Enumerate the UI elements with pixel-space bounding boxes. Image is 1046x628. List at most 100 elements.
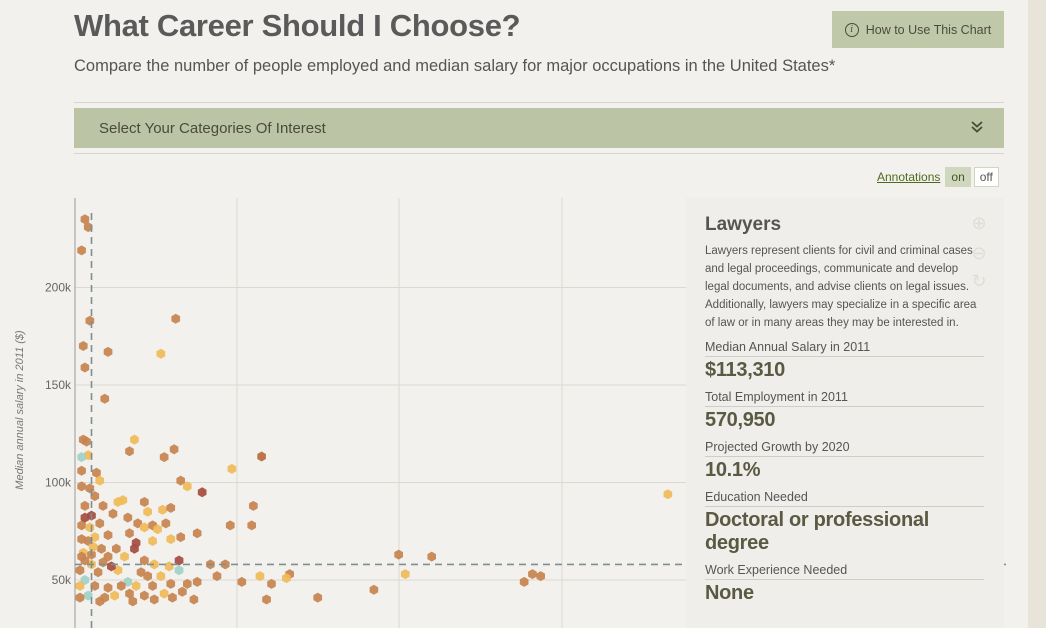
data-point[interactable] bbox=[118, 495, 128, 506]
data-point[interactable] bbox=[136, 567, 146, 578]
data-point[interactable] bbox=[156, 348, 166, 359]
data-point[interactable] bbox=[247, 520, 256, 531]
data-point[interactable] bbox=[164, 561, 174, 572]
data-point[interactable] bbox=[183, 578, 192, 589]
data-point[interactable] bbox=[83, 450, 93, 461]
data-point[interactable] bbox=[197, 487, 207, 498]
data-point[interactable] bbox=[166, 578, 176, 589]
data-point[interactable] bbox=[116, 580, 126, 591]
data-point[interactable] bbox=[113, 565, 123, 576]
data-point[interactable] bbox=[183, 481, 192, 492]
data-point[interactable] bbox=[123, 512, 133, 523]
data-point[interactable] bbox=[77, 452, 86, 463]
data-point[interactable] bbox=[77, 481, 86, 492]
reset-icon[interactable]: ↻ bbox=[971, 270, 987, 291]
data-point[interactable] bbox=[131, 580, 141, 591]
annotations-label[interactable]: Annotations bbox=[877, 170, 941, 184]
data-point[interactable] bbox=[255, 571, 265, 582]
data-point[interactable] bbox=[519, 576, 529, 587]
data-point[interactable] bbox=[140, 590, 149, 601]
data-point[interactable] bbox=[143, 506, 152, 517]
data-point[interactable] bbox=[103, 346, 113, 357]
data-point[interactable] bbox=[169, 444, 179, 455]
data-point[interactable] bbox=[95, 596, 105, 607]
data-point[interactable] bbox=[95, 475, 105, 486]
data-point[interactable] bbox=[159, 588, 169, 599]
data-point[interactable] bbox=[267, 578, 276, 589]
data-point[interactable] bbox=[103, 530, 113, 541]
data-point[interactable] bbox=[110, 590, 119, 601]
zoom-in-icon[interactable]: ⊕ bbox=[971, 212, 987, 233]
data-point[interactable] bbox=[176, 475, 185, 486]
data-point[interactable] bbox=[427, 551, 436, 562]
data-point[interactable] bbox=[108, 508, 118, 519]
data-point[interactable] bbox=[112, 543, 121, 554]
data-point[interactable] bbox=[90, 580, 100, 591]
data-point[interactable] bbox=[133, 518, 143, 529]
data-point[interactable] bbox=[82, 436, 91, 447]
data-point[interactable] bbox=[77, 534, 86, 545]
data-point[interactable] bbox=[225, 520, 235, 531]
data-point[interactable] bbox=[192, 576, 202, 587]
data-point[interactable] bbox=[77, 551, 86, 562]
category-selector[interactable]: Select Your Categories Of Interest bbox=[74, 108, 1004, 148]
data-point[interactable] bbox=[77, 465, 86, 476]
data-point[interactable] bbox=[85, 522, 95, 533]
data-point[interactable] bbox=[120, 551, 129, 562]
data-point[interactable] bbox=[93, 567, 103, 578]
data-point[interactable] bbox=[140, 555, 149, 566]
data-point[interactable] bbox=[80, 512, 90, 523]
data-point[interactable] bbox=[257, 451, 266, 462]
annotations-on-button[interactable]: on bbox=[945, 167, 971, 187]
data-point[interactable] bbox=[98, 500, 108, 511]
scatter-chart[interactable]: 50k 100k 150k 200k bbox=[0, 195, 1010, 628]
data-point[interactable] bbox=[174, 565, 184, 576]
data-point[interactable] bbox=[168, 592, 177, 603]
data-point[interactable] bbox=[148, 580, 157, 591]
data-point[interactable] bbox=[143, 571, 152, 582]
data-point[interactable] bbox=[148, 536, 157, 546]
data-point[interactable] bbox=[97, 543, 106, 554]
data-point[interactable] bbox=[75, 592, 85, 603]
data-point[interactable] bbox=[153, 524, 162, 535]
data-point[interactable] bbox=[156, 571, 166, 582]
data-point[interactable] bbox=[189, 594, 199, 605]
data-point[interactable] bbox=[85, 483, 95, 494]
data-point[interactable] bbox=[262, 594, 271, 605]
data-point[interactable] bbox=[75, 580, 85, 591]
data-point[interactable] bbox=[78, 341, 88, 351]
data-point[interactable] bbox=[90, 532, 100, 543]
data-point[interactable] bbox=[394, 549, 403, 560]
data-point[interactable] bbox=[171, 313, 181, 324]
data-point[interactable] bbox=[149, 559, 159, 570]
data-point[interactable] bbox=[83, 536, 93, 546]
data-point[interactable] bbox=[369, 584, 379, 595]
data-point[interactable] bbox=[140, 522, 149, 533]
data-point[interactable] bbox=[227, 463, 237, 474]
data-point[interactable] bbox=[140, 497, 149, 507]
data-point[interactable] bbox=[130, 434, 139, 445]
annotations-off-button[interactable]: off bbox=[973, 167, 999, 187]
data-point[interactable] bbox=[282, 573, 291, 584]
data-point[interactable] bbox=[80, 214, 90, 225]
data-point[interactable] bbox=[166, 502, 176, 513]
data-point[interactable] bbox=[149, 594, 159, 605]
data-point[interactable] bbox=[83, 590, 93, 601]
data-point[interactable] bbox=[178, 586, 187, 597]
data-point[interactable] bbox=[125, 588, 134, 599]
data-point[interactable] bbox=[159, 452, 169, 463]
zoom-out-icon[interactable]: ⊖ bbox=[971, 242, 987, 263]
data-point[interactable] bbox=[100, 393, 110, 404]
data-point[interactable] bbox=[176, 532, 185, 543]
data-point[interactable] bbox=[95, 518, 105, 529]
data-point[interactable] bbox=[212, 571, 222, 582]
data-point[interactable] bbox=[166, 534, 176, 545]
data-point[interactable] bbox=[83, 222, 93, 233]
data-point[interactable] bbox=[161, 518, 171, 529]
data-point[interactable] bbox=[125, 528, 134, 539]
data-point[interactable] bbox=[80, 362, 90, 373]
data-point[interactable] bbox=[103, 582, 113, 593]
data-point[interactable] bbox=[158, 504, 167, 515]
data-point[interactable] bbox=[80, 500, 90, 511]
data-point[interactable] bbox=[528, 569, 537, 580]
